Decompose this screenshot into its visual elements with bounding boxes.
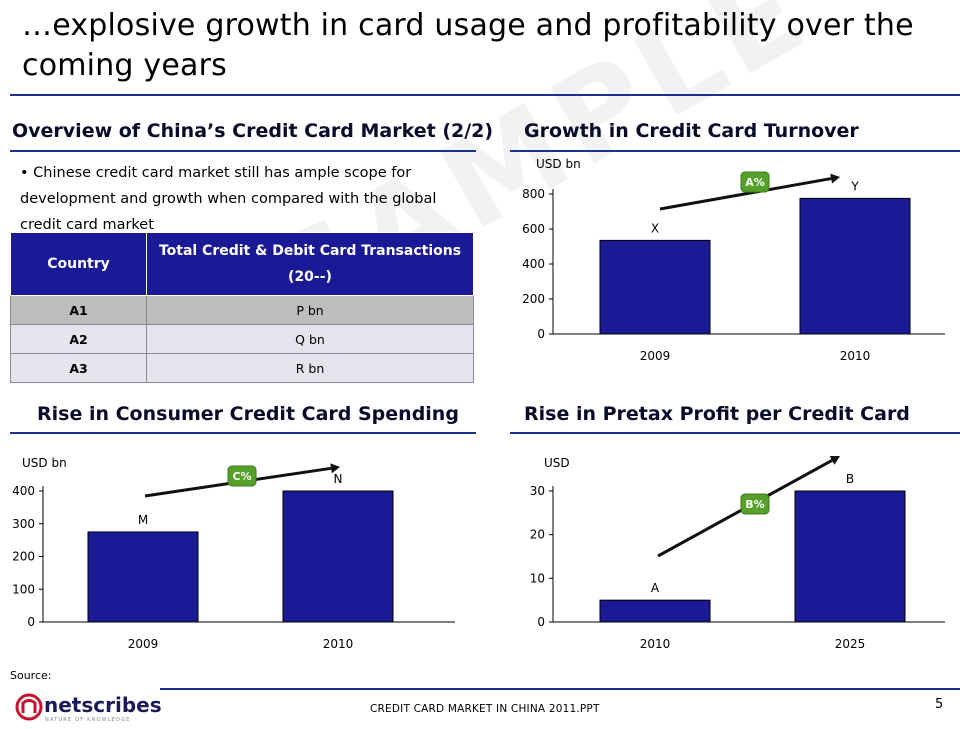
y-tick-label: 800 bbox=[522, 187, 545, 201]
unit-label: USD bbox=[544, 456, 570, 470]
turnover-title: Growth in Credit Card Turnover bbox=[524, 120, 859, 142]
bar bbox=[794, 490, 906, 623]
footer-filename: CREDIT CARD MARKET IN CHINA 2011.PPT bbox=[370, 703, 600, 715]
turnover-divider bbox=[510, 150, 960, 152]
bar bbox=[282, 490, 394, 623]
bar-label: N bbox=[334, 472, 343, 486]
table-cell-country: A3 bbox=[10, 353, 147, 383]
bar-label: M bbox=[138, 513, 148, 527]
growth-badge-label: B% bbox=[745, 498, 764, 511]
growth-badge bbox=[740, 493, 770, 515]
spending-title: Rise in Consumer Credit Card Spending bbox=[37, 403, 459, 425]
x-tick-label: 2010 bbox=[323, 637, 354, 651]
profit-chart-svg: USD 0 10 20 30 A 2010 B 2025 B% bbox=[530, 455, 945, 651]
table-cell-value: P bn bbox=[146, 295, 474, 325]
spending-chart: USD bn 0 100 200 300 400 M 2009 N 2010 C% bbox=[0, 434, 480, 666]
turnover-chart: USD bn 0 200 400 600 800 X 2009 Y 2010 A% bbox=[500, 152, 960, 382]
y-tick-label: 0 bbox=[537, 615, 545, 629]
logo-text: netscribes bbox=[44, 693, 162, 717]
growth-badge bbox=[740, 171, 770, 193]
unit-label: USD bn bbox=[22, 456, 67, 470]
growth-arrowhead bbox=[829, 455, 840, 465]
spending-divider bbox=[10, 432, 476, 434]
profit-divider bbox=[510, 432, 960, 434]
table-header-row: Country Total Credit & Debit Card Transa… bbox=[10, 232, 474, 296]
title-divider bbox=[10, 94, 960, 96]
market-table: Country Total Credit & Debit Card Transa… bbox=[10, 232, 474, 383]
growth-badge-label: A% bbox=[745, 176, 765, 189]
bar bbox=[87, 531, 199, 623]
y-tick-label: 400 bbox=[12, 484, 35, 498]
footer-divider bbox=[160, 688, 960, 690]
x-tick-label: 2025 bbox=[835, 637, 866, 651]
netscribes-logo: netscribes NATURE OF KNOWLEDGE bbox=[14, 690, 164, 724]
y-tick-label: 600 bbox=[522, 222, 545, 236]
growth-badge-label: C% bbox=[232, 470, 251, 483]
x-tick-label: 2010 bbox=[640, 637, 671, 651]
logo-tagline: NATURE OF KNOWLEDGE bbox=[45, 717, 131, 723]
source-label: Source: bbox=[10, 669, 52, 682]
table-row: A1 P bn bbox=[10, 295, 474, 325]
table-row: A2 Q bn bbox=[10, 324, 474, 354]
page-number: 5 bbox=[935, 697, 944, 712]
y-tick-label: 0 bbox=[27, 615, 35, 629]
table-row: A3 R bn bbox=[10, 353, 474, 383]
y-tick-label: 300 bbox=[12, 517, 35, 531]
profit-chart: USD 0 10 20 30 A 2010 B 2025 B% bbox=[500, 434, 960, 666]
overview-divider bbox=[10, 150, 476, 152]
x-tick-label: 2009 bbox=[640, 349, 671, 363]
growth-badge bbox=[227, 465, 257, 487]
y-tick-label: 0 bbox=[537, 327, 545, 341]
bar-label: A bbox=[651, 581, 660, 595]
x-tick-label: 2009 bbox=[128, 637, 159, 651]
slide-title: …explosive growth in card usage and prof… bbox=[22, 8, 914, 83]
bar-label: X bbox=[651, 221, 659, 235]
table-cell-country: A2 bbox=[10, 324, 147, 354]
growth-arrowhead bbox=[330, 463, 340, 474]
y-tick-label: 100 bbox=[12, 582, 35, 596]
y-tick-label: 20 bbox=[530, 528, 545, 542]
bar-label: Y bbox=[850, 179, 859, 193]
y-tick-label: 200 bbox=[522, 292, 545, 306]
table-cell-value: Q bn bbox=[146, 324, 474, 354]
overview-title: Overview of China’s Credit Card Market (… bbox=[12, 120, 494, 142]
y-tick-label: 400 bbox=[522, 257, 545, 271]
table-header-country: Country bbox=[10, 232, 147, 296]
growth-arrow bbox=[659, 177, 832, 211]
growth-arrowhead bbox=[830, 173, 840, 184]
bar bbox=[799, 197, 911, 335]
bar-label: B bbox=[846, 472, 854, 486]
table-cell-country: A1 bbox=[10, 295, 147, 325]
profit-title: Rise in Pretax Profit per Credit Card bbox=[524, 403, 910, 425]
bar bbox=[599, 239, 711, 335]
unit-label: USD bn bbox=[536, 157, 581, 171]
x-tick-label: 2010 bbox=[840, 349, 871, 363]
table-cell-value: R bn bbox=[146, 353, 474, 383]
y-tick-label: 200 bbox=[12, 550, 35, 564]
bar bbox=[599, 599, 711, 623]
overview-bullet: • Chinese credit card market still has a… bbox=[20, 165, 437, 233]
turnover-chart-svg: USD bn 0 200 400 600 800 X 2009 Y 2010 A% bbox=[522, 157, 945, 363]
y-tick-label: 10 bbox=[530, 571, 545, 585]
spending-chart-svg: USD bn 0 100 200 300 400 M 2009 N 2010 C% bbox=[12, 456, 455, 651]
table-header-transactions: Total Credit & Debit Card Transactions (… bbox=[146, 232, 474, 296]
y-tick-label: 30 bbox=[530, 484, 545, 498]
